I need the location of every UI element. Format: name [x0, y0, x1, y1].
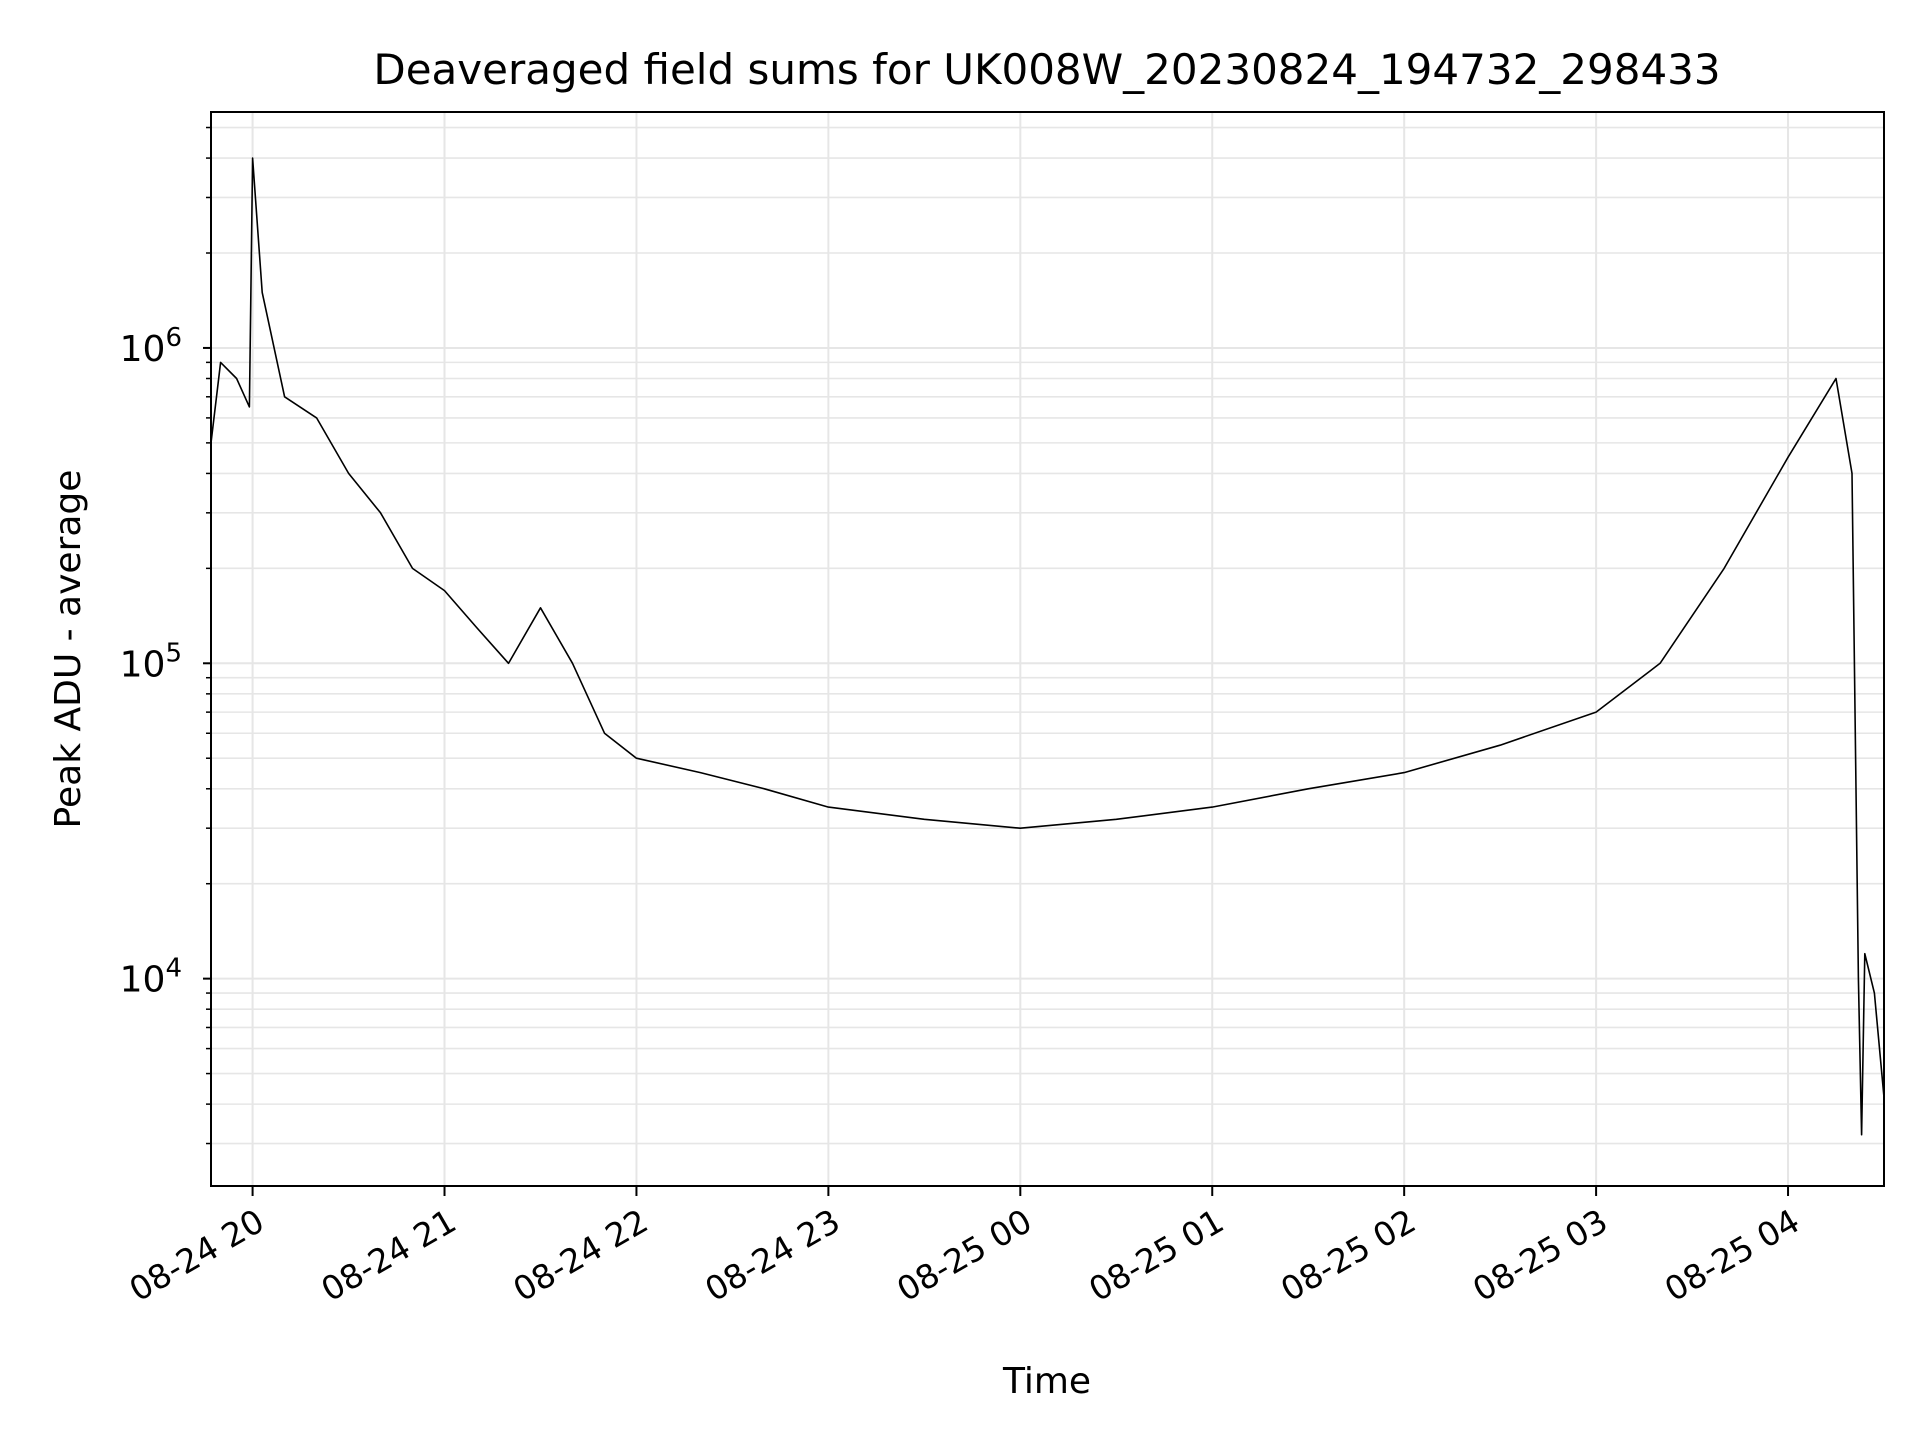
grid-layer — [211, 112, 1884, 1186]
chart-title: Deaveraged field sums for UK008W_2023082… — [373, 45, 1720, 94]
y-tick-base: 10 — [120, 329, 166, 370]
x-tick-label: 08-25 01 — [1082, 1201, 1230, 1309]
plot-frame — [210, 111, 1885, 1187]
y-tick-base: 10 — [120, 644, 166, 685]
y-tick-label: 106 — [120, 323, 182, 370]
x-tick-label: 08-24 22 — [506, 1201, 654, 1309]
y-tick-label: 104 — [120, 954, 182, 1001]
y-tick-label: 105 — [120, 638, 182, 685]
x-tick-label: 08-25 00 — [890, 1201, 1038, 1309]
y-tick-exponent: 6 — [165, 323, 182, 353]
x-tick-label: 08-25 02 — [1274, 1201, 1422, 1309]
x-tick-label: 08-24 20 — [123, 1201, 271, 1309]
x-tick-label: 08-24 23 — [698, 1201, 846, 1309]
y-tick-exponent: 4 — [165, 954, 182, 984]
x-tick-label: 08-24 21 — [315, 1201, 463, 1309]
x-tick-label: 08-25 03 — [1466, 1201, 1614, 1309]
x-tick-label: 08-25 04 — [1658, 1201, 1806, 1309]
x-ticks: 08-24 20 08-24 21 08-24 22 08-24 23 08-25 00… — [123, 1186, 1806, 1309]
series-layer — [210, 157, 1885, 1136]
y-tick-exponent: 5 — [165, 638, 182, 668]
y-tick-base: 10 — [120, 960, 166, 1001]
x-axis-label: Time — [1002, 1361, 1091, 1402]
series-line — [210, 157, 1885, 1136]
y-axis-label: Peak ADU - average — [48, 470, 89, 829]
